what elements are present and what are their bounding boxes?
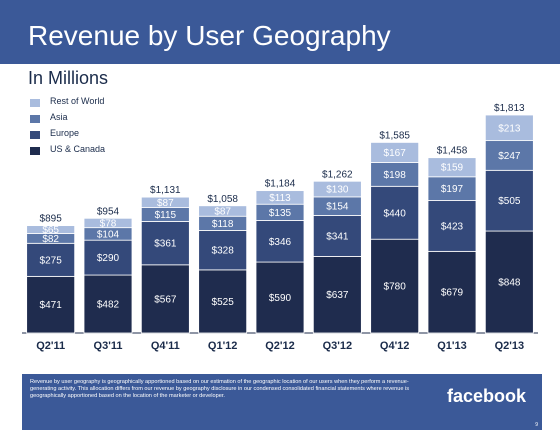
bar-segment (26, 225, 76, 234)
segment-label: $290 (97, 253, 120, 264)
bar-segment (255, 261, 305, 334)
segment-label: $213 (498, 123, 521, 134)
bar-segment (198, 269, 248, 334)
legend-label: US & Canada (50, 144, 106, 154)
category-label: Q2'13 (495, 340, 525, 352)
segment-label: $87 (157, 198, 174, 209)
bar-segment (370, 238, 420, 334)
segment-label: $115 (155, 210, 177, 221)
segment-label: $82 (42, 234, 59, 245)
segment-label: $154 (326, 202, 349, 213)
segment-label: $505 (498, 196, 521, 207)
segment-label: $198 (384, 170, 407, 181)
bar-segment (427, 157, 477, 178)
bar-segment (255, 190, 305, 205)
bar-segment (484, 169, 534, 232)
segment-label: $780 (384, 282, 407, 293)
segment-label: $679 (441, 288, 464, 299)
total-label: $1,262 (322, 169, 353, 180)
total-label: $1,131 (150, 185, 181, 196)
total-label: $1,458 (437, 146, 468, 157)
chart-subtitle: In Millions (28, 68, 109, 88)
bar-segment (83, 274, 133, 334)
segment-label: $361 (154, 239, 177, 250)
bar-segment (484, 230, 534, 334)
bar-segment (484, 140, 534, 171)
bar-segment (427, 250, 477, 334)
segment-label: $525 (212, 297, 235, 308)
bar-segment (198, 230, 248, 271)
footnote: Revenue by user geography is geographica… (30, 379, 410, 399)
legend-label: Rest of World (50, 96, 105, 106)
legend-swatch (30, 99, 40, 107)
legend-swatch (30, 115, 40, 123)
bar-segment (26, 275, 76, 334)
segment-label: $113 (269, 193, 291, 204)
segment-label: $637 (326, 290, 349, 301)
segment-label: $78 (100, 218, 117, 229)
segment-label: $440 (384, 208, 407, 219)
legend-label: Asia (50, 112, 68, 122)
bar-segment (312, 256, 362, 334)
total-label: $1,585 (379, 130, 410, 141)
segment-label: $482 (97, 300, 120, 311)
bar-segment (312, 215, 362, 257)
total-label: $1,813 (494, 103, 525, 114)
total-label: $1,184 (265, 179, 296, 190)
total-label: $954 (97, 206, 120, 217)
bar-segment (255, 220, 305, 263)
page-number: 9 (535, 422, 538, 428)
legend-label: Europe (50, 128, 80, 138)
bar-segment (427, 200, 477, 252)
segment-label: $247 (498, 151, 521, 162)
bar-segment (370, 142, 420, 163)
bar-segment (26, 242, 76, 277)
category-label: Q4'11 (151, 340, 180, 352)
segment-label: $590 (269, 293, 292, 304)
bar-segment (83, 239, 133, 276)
bar-segment (312, 180, 362, 198)
category-label: Q4'12 (380, 340, 410, 352)
facebook-logo: facebook (447, 386, 527, 406)
category-label: Q3'11 (94, 340, 123, 352)
segment-label: $87 (214, 207, 231, 218)
bar-segment (140, 196, 190, 208)
bar-segment (484, 114, 534, 142)
category-label: Q3'12 (323, 340, 353, 352)
bar-segment (370, 185, 420, 240)
category-label: Q1'12 (208, 340, 238, 352)
segment-label: $118 (212, 219, 234, 230)
category-label: Q1'13 (437, 340, 467, 352)
category-label: Q2'12 (265, 340, 295, 352)
segment-label: $135 (269, 208, 292, 219)
segment-label: $341 (326, 231, 349, 242)
segment-label: $275 (40, 255, 63, 266)
segment-label: $104 (97, 229, 120, 240)
segment-label: $346 (269, 237, 292, 248)
total-label: $895 (40, 214, 63, 225)
segment-label: $567 (154, 294, 177, 305)
segment-label: $65 (42, 225, 59, 236)
segment-label: $471 (40, 300, 63, 311)
legend-swatch (30, 147, 40, 155)
category-label: Q2'11 (36, 340, 65, 352)
footer-bar: Revenue by user geography is geographica… (22, 374, 542, 430)
bar-segment (198, 205, 248, 217)
segment-label: $130 (326, 185, 349, 196)
header-bar: Revenue by User Geography (0, 0, 560, 64)
segment-label: $167 (384, 148, 407, 159)
segment-label: $848 (498, 278, 521, 289)
segment-label: $423 (441, 221, 464, 232)
page-title: Revenue by User Geography (28, 20, 391, 51)
legend-swatch (30, 131, 40, 139)
segment-label: $197 (441, 184, 464, 195)
segment-label: $328 (212, 246, 235, 257)
bar-segment (83, 217, 133, 229)
segment-label: $159 (441, 163, 464, 174)
total-label: $1,058 (207, 194, 238, 205)
